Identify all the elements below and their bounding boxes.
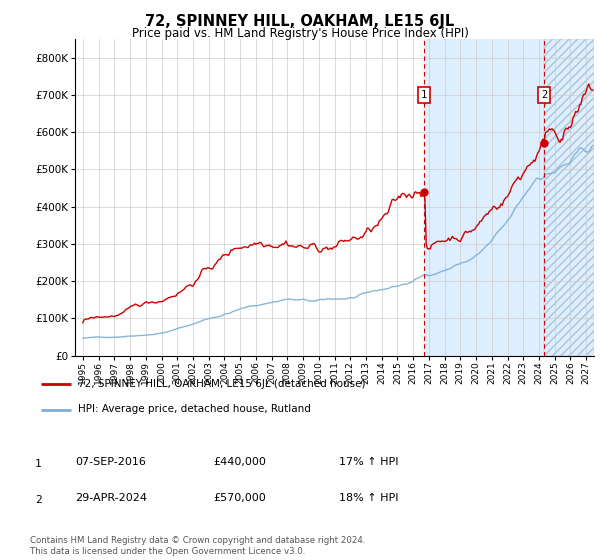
- Text: 72, SPINNEY HILL, OAKHAM, LE15 6JL (detached house): 72, SPINNEY HILL, OAKHAM, LE15 6JL (deta…: [77, 380, 365, 390]
- Text: £570,000: £570,000: [213, 493, 266, 503]
- Bar: [544, 39, 594, 356]
- Text: 72, SPINNEY HILL, OAKHAM, LE15 6JL: 72, SPINNEY HILL, OAKHAM, LE15 6JL: [145, 14, 455, 29]
- Text: 1: 1: [421, 90, 427, 100]
- Text: Contains HM Land Registry data © Crown copyright and database right 2024.
This d: Contains HM Land Registry data © Crown c…: [30, 536, 365, 556]
- Text: 07-SEP-2016: 07-SEP-2016: [75, 457, 146, 467]
- Text: 29-APR-2024: 29-APR-2024: [75, 493, 147, 503]
- Text: 2: 2: [541, 90, 547, 100]
- Text: 1: 1: [35, 459, 42, 469]
- Text: 2: 2: [35, 495, 42, 505]
- Text: HPI: Average price, detached house, Rutland: HPI: Average price, detached house, Rutl…: [77, 404, 310, 414]
- Text: 17% ↑ HPI: 17% ↑ HPI: [339, 457, 398, 467]
- Text: 18% ↑ HPI: 18% ↑ HPI: [339, 493, 398, 503]
- Text: £440,000: £440,000: [213, 457, 266, 467]
- Text: Price paid vs. HM Land Registry's House Price Index (HPI): Price paid vs. HM Land Registry's House …: [131, 27, 469, 40]
- Bar: [544, 39, 594, 356]
- Bar: [424, 39, 544, 356]
